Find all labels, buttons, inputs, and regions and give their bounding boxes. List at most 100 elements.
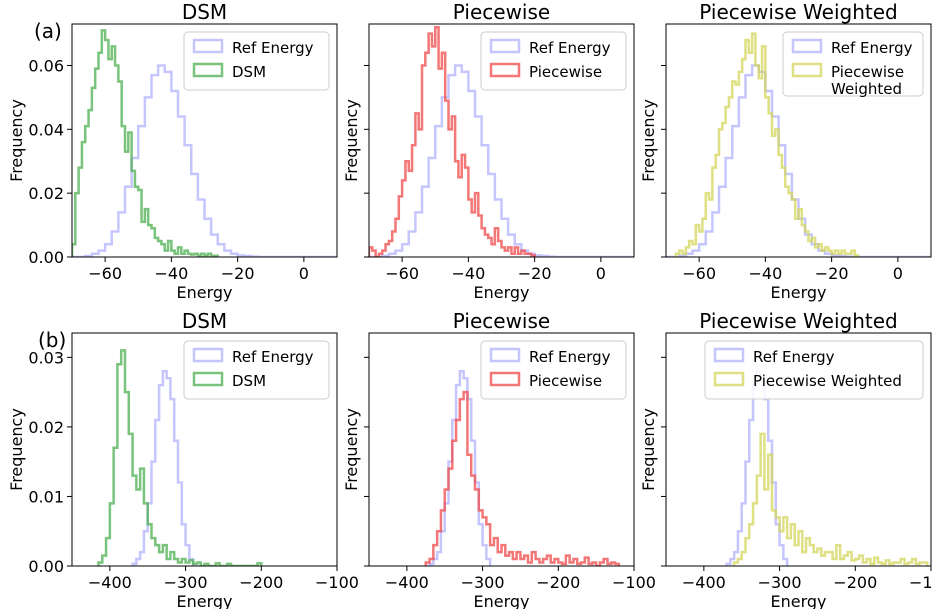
legend-entry-label: DSM	[232, 372, 266, 390]
axes-frame	[368, 23, 635, 258]
subplot-title: Piecewise Weighted	[699, 309, 897, 333]
x-axis-label: Energy	[176, 283, 232, 302]
subplot-6: −400 −300 −200 −100 Energy Frequency Piecewise…	[639, 309, 932, 609]
x-tick-label: 0	[596, 264, 606, 283]
x-tick-label: −100	[612, 573, 656, 592]
subplot-title: DSM	[182, 309, 227, 333]
x-axis-label: Energy	[770, 283, 826, 302]
legend-frame	[704, 340, 924, 400]
y-axis-label: Frequency	[342, 408, 361, 491]
x-tick-label: −300	[461, 573, 505, 592]
histogram-step-dsm	[72, 29, 219, 257]
x-axis-label: Energy	[176, 592, 232, 609]
row-label-b: (b)	[38, 328, 66, 352]
legend-swatch	[489, 38, 521, 54]
legend-swatch	[713, 371, 745, 387]
legend-entry-label: DSM	[232, 63, 266, 81]
x-tick-label: −40	[748, 264, 782, 283]
y-tick-label: 0.00	[28, 557, 64, 576]
subplot-title: DSM	[182, 0, 227, 24]
legend-entry-label: Ref Energy	[831, 39, 913, 57]
x-tick-label: −200	[239, 573, 283, 592]
histogram-step-ref	[666, 64, 931, 257]
x-tick-label: −300	[164, 573, 208, 592]
legend-entry-label: Piecewise	[529, 63, 602, 81]
x-tick-label: 0	[893, 264, 903, 283]
y-axis-label: Frequency	[342, 99, 361, 182]
y-tick-label: 0.01	[28, 487, 64, 506]
y-axis-label: Frequency	[7, 408, 26, 491]
x-axis-label: Energy	[473, 283, 529, 302]
x-tick-label: −300	[758, 573, 802, 592]
histogram-step-ref	[428, 370, 492, 566]
subplot-grid: −60 −40 −20 00.000.020.040.06EnergyFrequenc…	[7, 0, 932, 609]
x-tick-label: −60	[88, 264, 122, 283]
histogram-bars	[666, 32, 931, 257]
subplot-3: −60 −40 −20 0 Energy Frequency Piecewise Weigh…	[639, 0, 932, 302]
legend-swatch	[791, 62, 823, 78]
axes-frame	[665, 23, 932, 258]
legend-entry-label: Ref Energy	[529, 39, 611, 57]
subplot-title: Piecewise Weighted	[699, 0, 897, 24]
x-tick-label: −400	[682, 573, 726, 592]
legend-swatch	[489, 347, 521, 363]
subplot-title: Piecewise	[453, 0, 550, 24]
x-axis-label: Energy	[473, 592, 529, 609]
histogram-bars	[369, 25, 634, 257]
axes-frame	[665, 332, 932, 567]
legend-entry-label: Piecewise	[831, 63, 904, 81]
y-tick-label: 0.04	[28, 120, 64, 139]
legend: Ref Energy Piecewise Weighted	[704, 340, 924, 400]
legend-entry-label: Ref Energy	[753, 348, 835, 366]
axes-frame	[71, 23, 338, 258]
x-tick-label: −40	[451, 264, 485, 283]
x-tick-label: −200	[536, 573, 580, 592]
subplot-5: −400 −300 −200 −100 Energy Frequency Piecewise…	[342, 309, 656, 609]
legend: Ref Energy Piecewise	[480, 31, 627, 91]
legend-swatch	[192, 38, 224, 54]
x-tick-label: 0	[299, 264, 309, 283]
histogram-step-piecewise-weighted	[674, 32, 860, 257]
legend-swatch	[489, 62, 521, 78]
histogram-step-piecewise	[369, 25, 536, 257]
legend-entry-label: Piecewise	[529, 372, 602, 390]
y-tick-label: 0.00	[28, 248, 64, 267]
histogram-bars	[725, 370, 929, 566]
x-tick-label: −40	[154, 264, 188, 283]
subplot-4: −400 −300 −200 −100 0.00 0.01 0.02 0.03 Energy Fr…	[7, 309, 359, 609]
histogram-step-ref	[725, 370, 789, 566]
y-axis-label: Frequency	[639, 408, 658, 491]
x-tick-label: −100	[909, 573, 932, 592]
x-axis-label: Energy	[770, 592, 826, 609]
legend-entry-label: Piecewise Weighted	[753, 372, 902, 390]
x-tick-label: −400	[385, 573, 429, 592]
x-tick-label: −20	[518, 264, 552, 283]
x-tick-label: −60	[385, 264, 419, 283]
subplot-1: −60 −40 −20 0 0.00 0.02 0.04 0.06 Energy Frequenc…	[7, 0, 338, 302]
y-axis-label: Frequency	[7, 99, 26, 182]
legend-swatch	[192, 371, 224, 387]
axes-frame	[71, 332, 338, 567]
legend: Ref Energy DSM	[183, 340, 330, 400]
legend-frame	[782, 31, 924, 97]
legend-swatch	[192, 347, 224, 363]
histogram-step-ref	[131, 370, 195, 566]
x-tick-label: −60	[682, 264, 716, 283]
y-tick-label: 0.02	[28, 418, 64, 437]
histogram-step-piecewise-weighted	[732, 432, 929, 566]
row-label-a: (a)	[34, 19, 62, 43]
legend-swatch	[713, 347, 745, 363]
x-tick-label: −400	[88, 573, 132, 592]
y-tick-label: 0.03	[28, 348, 64, 367]
x-tick-label: −20	[221, 264, 255, 283]
histogram-bars	[97, 349, 263, 566]
legend-swatch	[489, 371, 521, 387]
histogram-step-ref	[72, 64, 337, 257]
histogram-step-piecewise	[424, 390, 621, 566]
legend-swatch	[192, 62, 224, 78]
legend-entry-label: Ref Energy	[232, 348, 314, 366]
x-tick-label: −200	[833, 573, 877, 592]
